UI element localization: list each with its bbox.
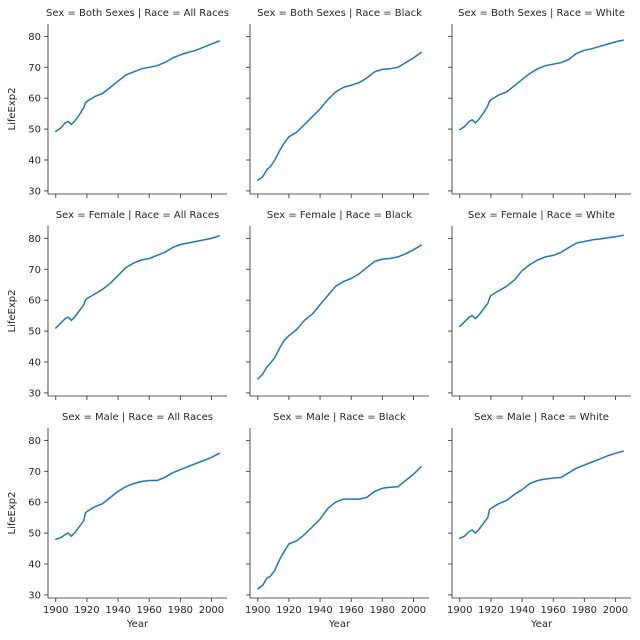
series-line [459, 450, 624, 540]
facet-panel: Sex = Male | Race = All Races 30 40 50 60 70 8… [7, 412, 227, 630]
x-tick-label: 1940 [509, 605, 534, 616]
x-tick-label: 1920 [478, 605, 503, 616]
series-line [459, 39, 624, 131]
y-tick-label: 70 [28, 265, 41, 276]
facet-panel: Sex = Female | Race = All Races 30 40 50 60 7… [7, 210, 227, 400]
x-tick-label: 1900 [245, 605, 270, 616]
x-tick-label: 1980 [370, 605, 395, 616]
y-tick-label: 50 [28, 327, 41, 338]
facet-title: Sex = Male | Race = Black [273, 412, 406, 423]
x-tick-label: 1900 [43, 605, 68, 616]
series-line [257, 465, 422, 590]
x-axis-title: Year [126, 619, 149, 630]
y-tick-label: 50 [28, 529, 41, 540]
facet-panel: Sex = Both Sexes | Race = Black [246, 8, 429, 198]
y-tick-label: 50 [28, 125, 41, 136]
facet-title: Sex = Female | Race = All Races [56, 210, 219, 221]
x-tick-label: 2000 [603, 605, 628, 616]
y-tick-label: 30 [28, 388, 41, 399]
facet-title: Sex = Male | Race = All Races [62, 412, 213, 423]
x-tick-label: 1960 [540, 605, 565, 616]
facet-panel: Sex = Male | Race = Black 1900 1920 1940 196… [245, 412, 429, 630]
y-tick-label: 30 [28, 186, 41, 197]
facet-panel: Sex = Male | Race = White 1900 1920 1940 196… [447, 412, 631, 630]
x-tick-label: 1920 [74, 605, 99, 616]
y-tick-label: 60 [28, 94, 41, 105]
x-tick-label: 1920 [276, 605, 301, 616]
facet-panel: Sex = Female | Race = White [448, 210, 631, 400]
facet-title: Sex = Both Sexes | Race = Black [257, 8, 422, 19]
y-tick-label: 40 [28, 156, 41, 167]
x-axis-title: Year [328, 619, 351, 630]
series-line [55, 452, 220, 541]
y-tick-label: 30 [28, 590, 41, 601]
x-tick-label: 1980 [168, 605, 193, 616]
y-tick-label: 40 [28, 358, 41, 369]
x-tick-label: 1940 [307, 605, 332, 616]
series-line [257, 244, 422, 380]
facet-title: Sex = Both Sexes | Race = All Races [46, 8, 229, 19]
x-axis-title: Year [530, 619, 553, 630]
facet-panel: Sex = Female | Race = Black [246, 210, 429, 400]
facet-title: Sex = Female | Race = Black [267, 210, 412, 221]
y-tick-label: 80 [28, 234, 41, 245]
y-axis-title: LifeExp2 [7, 88, 18, 131]
y-axis-title: LifeExp2 [7, 492, 18, 535]
series-line [55, 40, 220, 133]
y-tick-label: 70 [28, 467, 41, 478]
x-tick-label: 1900 [447, 605, 472, 616]
series-line [459, 234, 624, 328]
facet-title: Sex = Male | Race = White [474, 412, 609, 423]
y-axis-title: LifeExp2 [7, 290, 18, 333]
y-tick-label: 80 [28, 32, 41, 43]
x-tick-label: 2000 [199, 605, 224, 616]
x-tick-label: 1960 [338, 605, 363, 616]
facet-title: Sex = Female | Race = White [468, 210, 615, 221]
y-tick-label: 60 [28, 498, 41, 509]
y-tick-label: 60 [28, 296, 41, 307]
series-line [55, 235, 220, 329]
x-tick-label: 1980 [572, 605, 597, 616]
x-tick-label: 2000 [401, 605, 426, 616]
series-line [257, 51, 422, 181]
y-tick-label: 80 [28, 436, 41, 447]
facet-panel: Sex = Both Sexes | Race = All Races 30 40 5… [7, 8, 229, 198]
facet-panel: Sex = Both Sexes | Race = White [448, 8, 631, 198]
y-tick-label: 40 [28, 560, 41, 571]
x-tick-label: 1940 [105, 605, 130, 616]
x-tick-label: 1960 [136, 605, 161, 616]
facet-title: Sex = Both Sexes | Race = White [458, 8, 625, 19]
y-tick-label: 70 [28, 63, 41, 74]
